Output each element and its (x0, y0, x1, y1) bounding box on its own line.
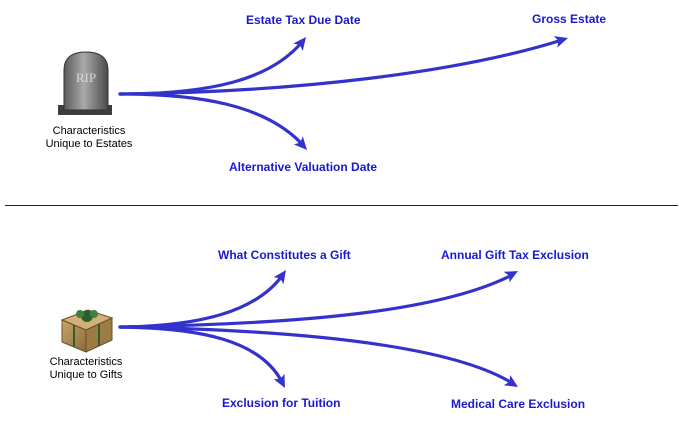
link-medical-care-exclusion[interactable]: Medical Care Exclusion (451, 397, 586, 411)
arrow-estate-tax-due-date (118, 37, 306, 96)
link-what-constitutes-a-gift[interactable]: What Constitutes a Gift (218, 248, 351, 262)
arrow-medical-care-exclusion (118, 325, 518, 387)
arrow-exclusion-for-tuition-head (273, 373, 285, 388)
gifts-caption-line1: Characteristics (49, 356, 123, 368)
link-gross-estate[interactable]: Gross Estate (532, 12, 607, 26)
arrow-gross-estate-line (118, 38, 564, 96)
arrow-medical-care-exclusion-line (118, 325, 514, 385)
estates-caption: Characteristics Unique to Estates (34, 125, 144, 151)
estates-caption-line2: Unique to Estates (45, 138, 133, 150)
arrow-what-constitutes-a-gift-head (273, 270, 286, 285)
gift-box-icon (60, 309, 114, 353)
arrow-alternative-valuation-date-line (118, 92, 304, 146)
arrow-alternative-valuation-date (118, 92, 307, 150)
tombstone-icon: RIP (58, 51, 112, 115)
arrow-alternative-valuation-date-head (293, 136, 307, 150)
arrow-exclusion-for-tuition (118, 325, 285, 388)
link-alternative-valuation-date[interactable]: Alternative Valuation Date (229, 160, 378, 174)
link-exclusion-for-tuition[interactable]: Exclusion for Tuition (222, 396, 341, 410)
arrow-estate-tax-due-date-head (293, 37, 306, 51)
arrow-gross-estate-head (553, 36, 568, 48)
arrow-what-constitutes-a-gift-line (118, 274, 284, 329)
estates-caption-line1: Characteristics (52, 125, 126, 137)
arrow-gross-estate (118, 36, 568, 96)
arrow-what-constitutes-a-gift (118, 270, 286, 329)
arrow-annual-gift-tax-exclusion-head (503, 271, 518, 283)
arrow-medical-care-exclusion-head (503, 375, 518, 387)
tombstone-text: RIP (76, 70, 96, 85)
link-annual-gift-tax-exclusion[interactable]: Annual Gift Tax Exclusion (441, 248, 589, 262)
arrow-annual-gift-tax-exclusion (118, 271, 518, 329)
arrow-annual-gift-tax-exclusion-line (118, 273, 514, 329)
gifts-caption-line2: Unique to Gifts (49, 369, 123, 381)
arrow-exclusion-for-tuition-line (118, 325, 284, 384)
gifts-caption: Characteristics Unique to Gifts (31, 356, 141, 382)
link-estate-tax-due-date[interactable]: Estate Tax Due Date (246, 13, 361, 27)
arrows-layer (118, 36, 568, 388)
